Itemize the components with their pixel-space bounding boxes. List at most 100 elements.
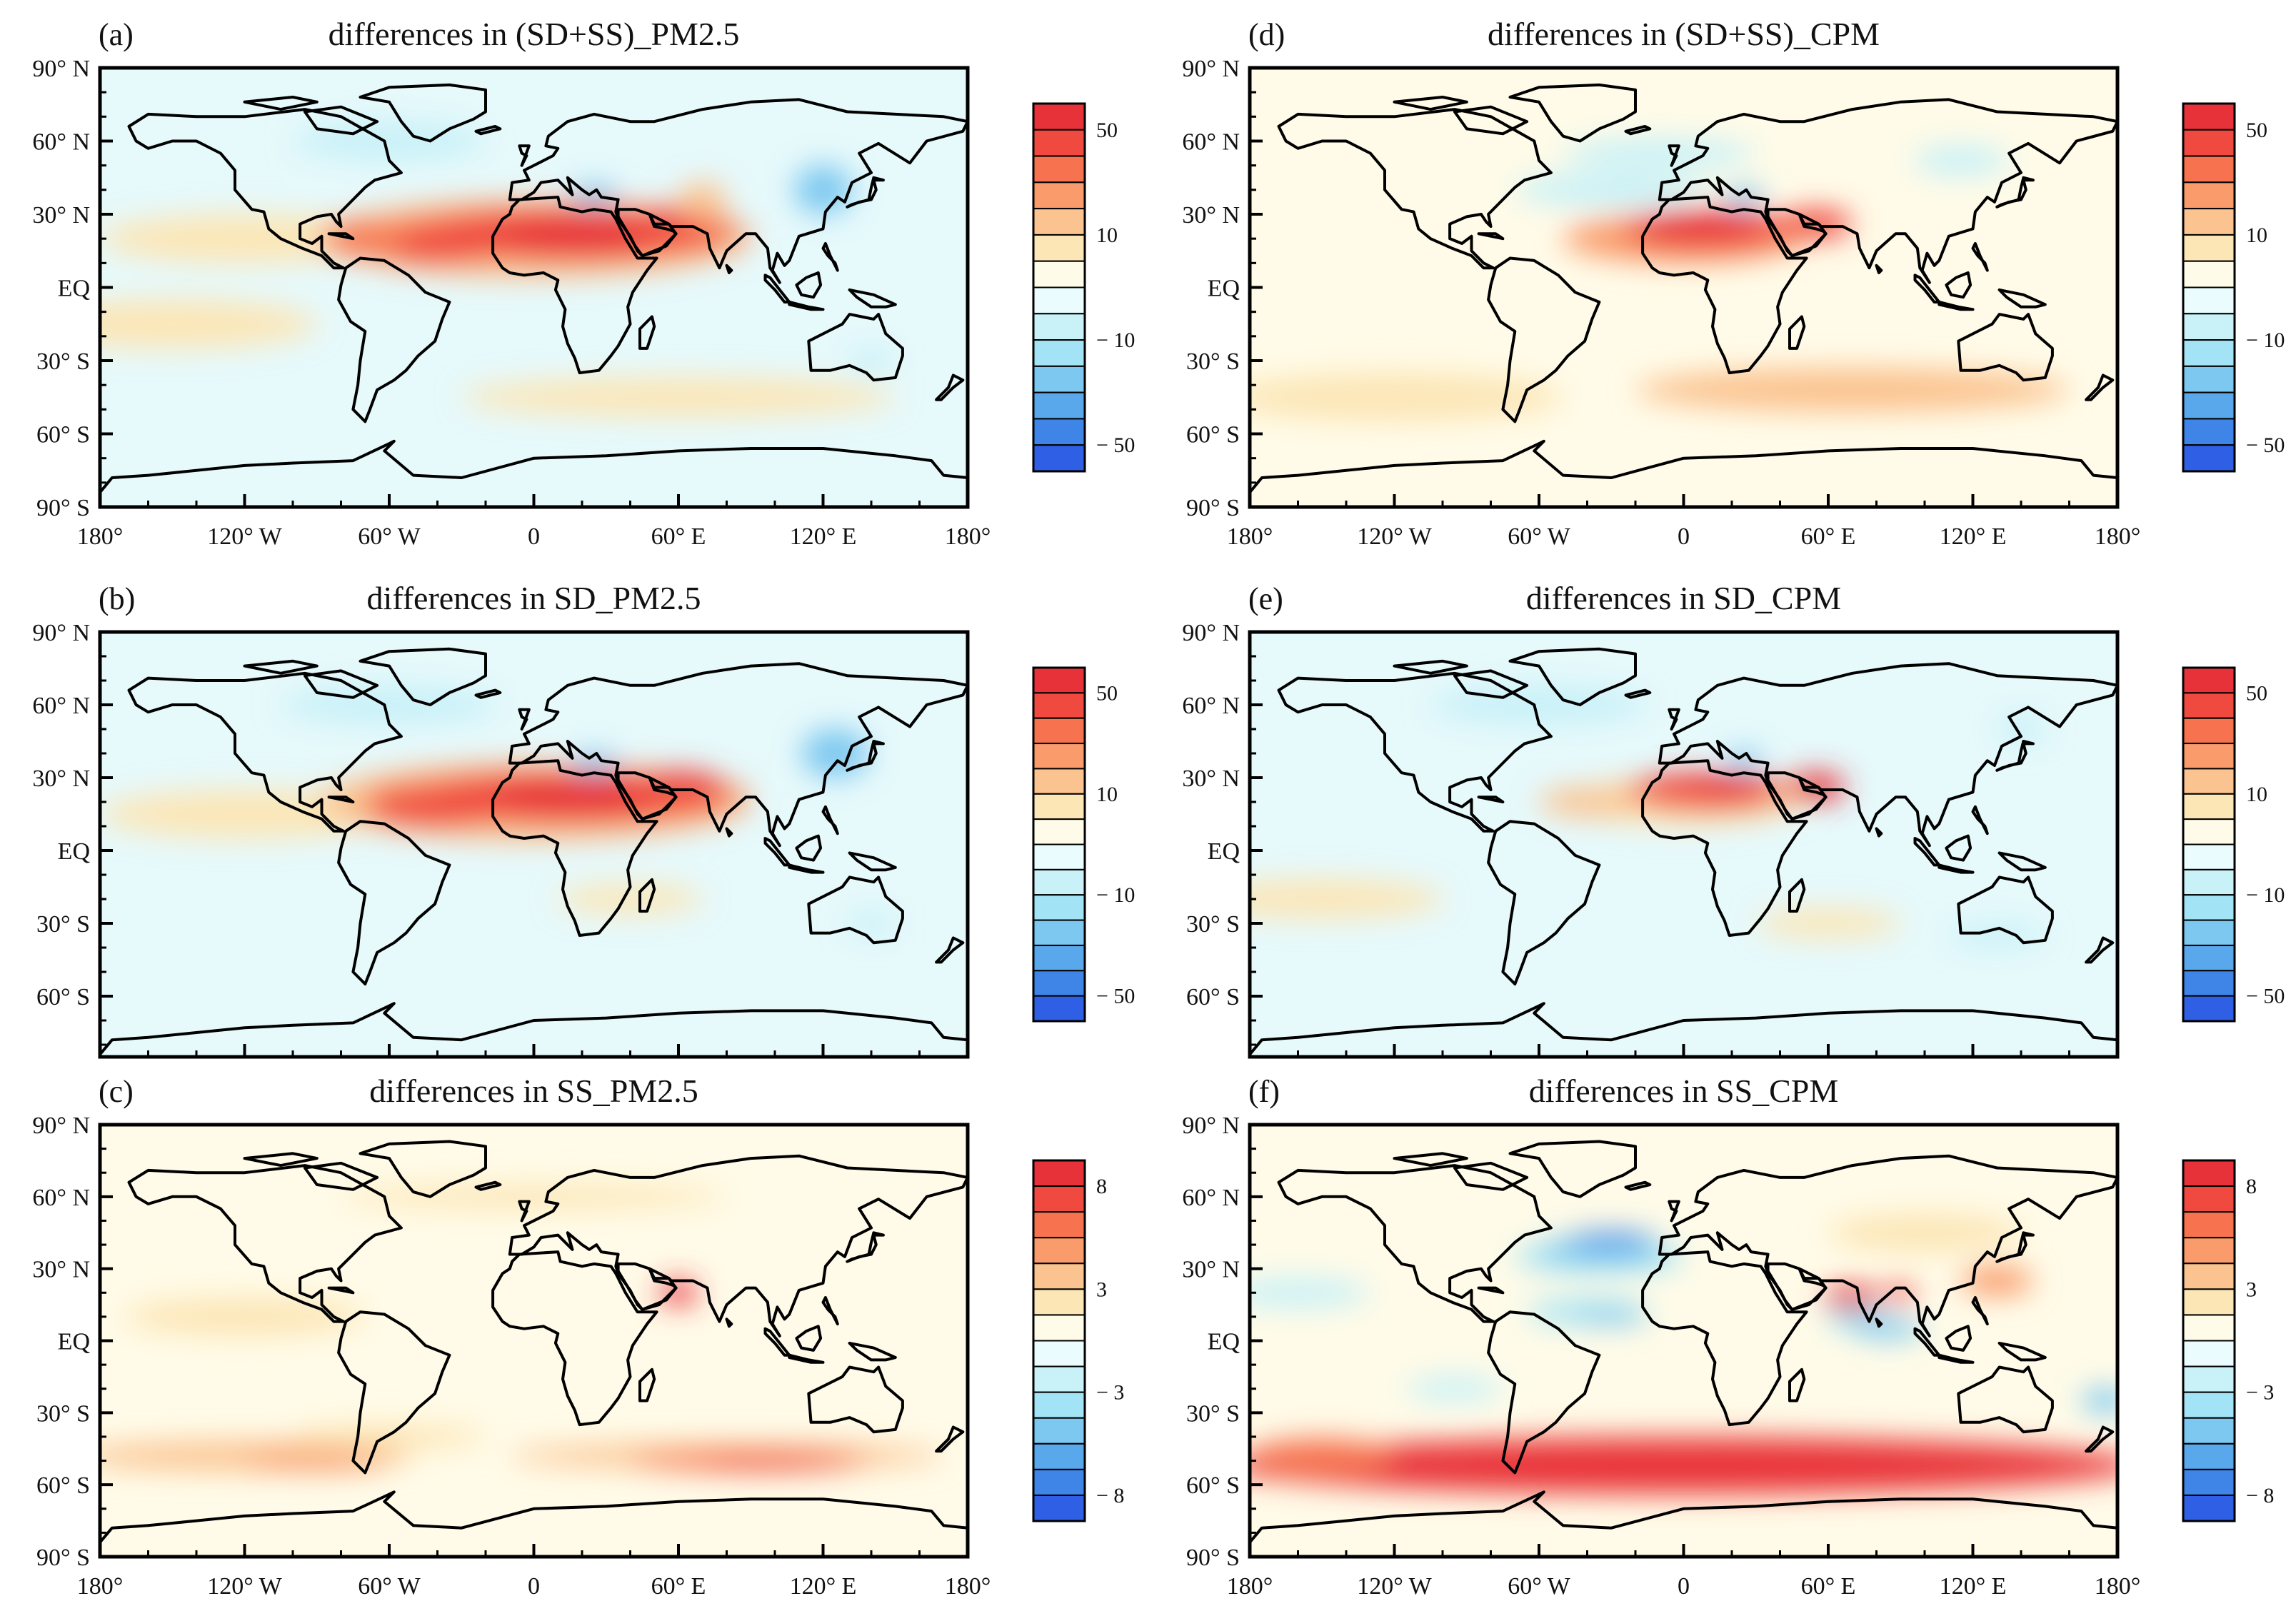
colorbar-cell [1033, 365, 1086, 393]
contour-patch [1886, 1283, 1915, 1303]
contour-patch [847, 348, 896, 373]
lat-tick-label: 90° S [1186, 1545, 1240, 1571]
contour-patch [570, 753, 618, 773]
latitude-axis: 90° N 60° N 30° N EQ 30° S 60° S 90° S [1182, 1113, 1263, 1571]
contour-patch [1539, 787, 1635, 817]
colorbar-frame [1032, 102, 1086, 473]
field-background [100, 68, 968, 507]
colorbar-tick-label: − 3 [2246, 1381, 2274, 1405]
colorbar-cell [2182, 339, 2235, 367]
coastline-island [821, 1296, 839, 1325]
colorbar-cell [1033, 1237, 1086, 1265]
difference-field [1250, 632, 2117, 1057]
coastline-island [1624, 125, 1652, 136]
coastline-eurasia [1658, 1154, 2117, 1338]
coastline-island [638, 1367, 656, 1402]
colorbar-frame [1032, 666, 1086, 1023]
difference-field [100, 632, 968, 1057]
coastline-island [1453, 105, 1529, 136]
lat-tick-label: 30° N [1182, 766, 1240, 792]
lon-tick-label: 120° E [1940, 523, 2007, 550]
contour-patch [1948, 923, 2045, 948]
coastline-northAmerica [1277, 1164, 1553, 1323]
lon-tick-label: 0 [528, 1573, 540, 1600]
coastline-island [518, 144, 531, 167]
colorbar-cell [2182, 208, 2235, 236]
coastline-greenland [359, 83, 487, 143]
lon-tick-label: 0 [528, 523, 540, 550]
lat-tick-label: EQ [1208, 1329, 1240, 1355]
latitude-axis: 90° N 60° N 30° N EQ 30° S 60° S 90° S [32, 56, 113, 521]
coastline-eurasia [1658, 662, 2117, 848]
lon-tick-label: 180° [77, 523, 124, 550]
coastline-island [303, 1161, 379, 1191]
lon-tick-label: 120° W [1357, 523, 1432, 550]
lat-tick-label: 90° N [32, 1113, 90, 1139]
coastline-island [1453, 669, 1529, 699]
colorbar-cell [1033, 970, 1086, 997]
lat-tick-label: EQ [58, 838, 90, 865]
coastline-island [1668, 1200, 1680, 1223]
colorbar-cell [1033, 1468, 1086, 1496]
contour-patch [570, 185, 618, 205]
lon-tick-label: 60° W [1508, 1573, 1570, 1600]
coastline-island [1393, 659, 1468, 675]
coastline-island [243, 96, 319, 111]
coastline-island [1937, 863, 1975, 874]
panel-title: differences in SD_CPM [1526, 580, 1841, 616]
coastline-island [763, 837, 791, 867]
colorbar-cell [2182, 1314, 2235, 1342]
coastlines [100, 647, 968, 1057]
lat-tick-label: 30° S [36, 348, 90, 375]
latitude-axis: 90° N 60° N 30° N EQ 30° S 60° S [1182, 620, 1263, 1046]
lat-tick-label: 30° N [32, 202, 90, 229]
coastlines [1250, 1140, 2117, 1557]
colorbar-cell [2182, 717, 2235, 745]
lon-tick-label: 60° E [651, 523, 706, 550]
lat-tick-label: 90° S [36, 1545, 90, 1571]
longitude-axis: 180° 120° W 60° W 0 60° E 120° E 180° [77, 1544, 991, 1600]
colorbar-tick-label: − 10 [1096, 328, 1135, 352]
longitude-axis [1248, 1044, 2119, 1057]
coastline-island [243, 659, 319, 675]
panel-label: (b) [99, 581, 135, 616]
coastline-island [1937, 1353, 1975, 1364]
contour-patch [847, 911, 896, 935]
contour-patch [1250, 1439, 1395, 1473]
coastline-island [1971, 1296, 1989, 1325]
colorbar-cell [2182, 1263, 2235, 1290]
lat-tick-label: 60° S [1186, 1472, 1240, 1499]
lat-tick-label: 90° N [1182, 620, 1240, 646]
coastline-africa [491, 759, 658, 937]
panel-title: differences in (SD+SS)_CPM [1488, 16, 1880, 52]
colorbar-cell [2182, 1288, 2235, 1316]
colorbar-cell [1033, 1494, 1086, 1522]
colorbar-cell [2182, 234, 2235, 262]
contour-patch [2081, 1388, 2117, 1413]
coastlines [100, 83, 968, 507]
contour-patch [100, 214, 389, 264]
colorbar-tick-label: 3 [2246, 1278, 2257, 1301]
contour-patch [461, 377, 896, 417]
contour-patch [1568, 1233, 1655, 1248]
coastline-northAmerica [1277, 671, 1553, 833]
colorbar-tick-label: − 8 [2246, 1484, 2274, 1507]
colorbar-cell [2182, 155, 2235, 184]
colorbar-frame [2182, 666, 2236, 1023]
coastline-northAmerica [127, 671, 403, 833]
coastline-northAmerica [1277, 108, 1553, 270]
coastlines [1250, 83, 2117, 507]
contour-patch [702, 1453, 848, 1468]
colorbar-cell [1033, 1417, 1086, 1445]
coastline-island [1875, 827, 1883, 838]
contour-patch [1563, 139, 1756, 169]
lat-tick-label: 30° S [36, 911, 90, 938]
coastline-arabia [616, 1262, 678, 1311]
difference-field [1250, 1125, 2117, 1557]
panel-title: differences in (SD+SS)_PM2.5 [329, 16, 740, 52]
colorbar-cell [2182, 868, 2235, 896]
lon-tick-label: 60° W [1508, 523, 1570, 550]
coastline-island [795, 1325, 823, 1352]
map-panel-f: (f) differences in SS_CPM 90° N 60° N 30° N E… [1182, 1073, 2274, 1600]
latitude-axis: 90° N 60° N 30° N EQ 30° S 60° S [32, 620, 113, 1046]
